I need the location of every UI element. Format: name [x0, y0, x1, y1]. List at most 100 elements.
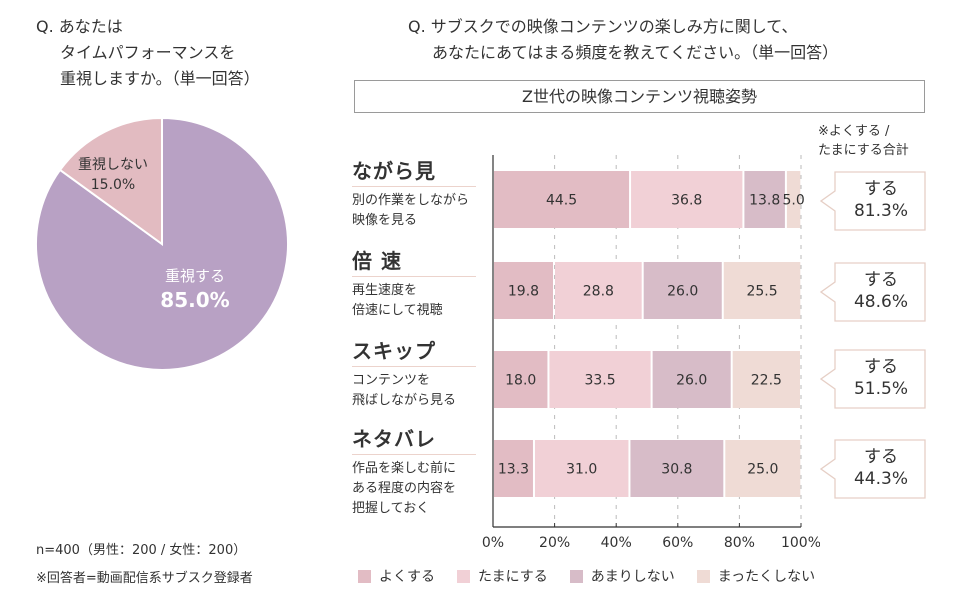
bar-value-label: 13.8: [749, 193, 780, 209]
callout-shape: [820, 171, 926, 231]
bar-question: Q. サブスクでの映像コンテンツの楽しみ方に関して、 あなたにあてはまる頻度を教…: [408, 14, 838, 66]
x-tick-label: 0%: [482, 535, 504, 551]
pie-chart: 重視する 85.0% 重視しない 15.0%: [35, 116, 289, 371]
bar-segment: [744, 171, 785, 228]
bar-value-label: 31.0: [566, 462, 597, 478]
category-desc-line: コンテンツを: [352, 373, 431, 388]
callout-value: 81.3%: [853, 201, 908, 221]
bar-segment: [732, 351, 800, 408]
bar-value-label: 19.8: [508, 284, 539, 300]
bar-value-label: 36.8: [671, 193, 702, 209]
callout-value: 44.3%: [853, 469, 908, 489]
category-title: スキップ: [352, 338, 476, 367]
category-label: スキップ コンテンツを 飛ばしながら見る: [352, 338, 476, 411]
total-callout: する 81.3%: [820, 171, 930, 231]
bar-value-label: 33.5: [584, 373, 615, 389]
category-desc-line: 把握しておく: [352, 501, 430, 516]
callout-label: する: [864, 179, 898, 199]
pie-question-line: タイムパフォーマンスを: [60, 43, 236, 62]
legend-swatch: [457, 569, 470, 583]
bar-segment: [494, 351, 548, 408]
legend-item: たまにする: [457, 566, 548, 586]
bar-value-label: 22.5: [751, 373, 782, 389]
callout-shape: [820, 439, 926, 499]
legend-label: よくする: [379, 569, 435, 585]
legend-item: よくする: [358, 566, 435, 586]
callout-label: する: [864, 447, 898, 467]
category-desc: 別の作業をしながら 映像を見る: [352, 191, 476, 231]
bar-value-label: 5.0: [782, 193, 804, 209]
bar-value-label: 26.0: [667, 284, 698, 300]
bar-value-label: 25.5: [746, 284, 777, 300]
category-title: 倍 速: [352, 248, 476, 277]
category-label: 倍 速 再生速度を 倍速にして視聴: [352, 248, 476, 321]
bar-value-label: 28.8: [583, 284, 614, 300]
bar-segment: [630, 440, 724, 497]
callout-note-line: たまにする合計: [818, 143, 909, 158]
bar-value-label: 30.8: [661, 462, 692, 478]
callout-label: する: [864, 270, 898, 290]
bar-segment: [534, 440, 629, 497]
callout-value: 48.6%: [853, 292, 908, 312]
category-desc-line: 別の作業をしながら: [352, 193, 470, 208]
category-desc: コンテンツを 飛ばしながら見る: [352, 371, 476, 411]
total-callout: する 44.3%: [820, 439, 930, 499]
legend-label: まったくしない: [717, 569, 816, 585]
pie-question: Q. あなたは タイムパフォーマンスを 重視しますか。（単一回答）: [36, 14, 260, 92]
callout-note-line: ※よくする /: [818, 124, 890, 139]
bar-question-line: あなたにあてはまる頻度を教えてください。（単一回答）: [432, 43, 839, 62]
bar-question-line: Q. サブスクでの映像コンテンツの楽しみ方に関して、: [408, 17, 798, 36]
category-desc-line: 映像を見る: [352, 213, 418, 228]
pie-question-line: Q. あなたは: [36, 17, 123, 36]
callout-shape: [820, 349, 926, 409]
bar-segment: [723, 262, 801, 319]
category-title: ネタバレ: [352, 426, 476, 455]
category-label: ながら見 別の作業をしながら 映像を見る: [352, 158, 476, 231]
x-tick-label: 60%: [662, 535, 693, 551]
bar-segment: [494, 262, 553, 319]
x-tick-label: 20%: [539, 535, 570, 551]
chart-title: Z世代の映像コンテンツ視聴姿勢: [354, 80, 925, 113]
chart-legend: よくする たまにする あまりしない まったくしない: [358, 566, 837, 586]
bar-segment: [652, 351, 731, 408]
total-callout: する 51.5%: [820, 349, 930, 409]
legend-item: まったくしない: [696, 566, 816, 586]
category-desc-line: ある程度の内容を: [352, 481, 457, 496]
legend-item: あまりしない: [569, 566, 675, 586]
total-callout: する 48.6%: [820, 262, 930, 322]
legend-label: たまにする: [478, 569, 548, 585]
bar-segment: [494, 440, 533, 497]
bar-segment: [549, 351, 651, 408]
bar-value-label: 44.5: [546, 193, 577, 209]
bar-segment: [725, 440, 801, 497]
bar-value-label: 13.3: [498, 462, 529, 478]
callout-shape: [820, 262, 926, 322]
legend-label: あまりしない: [590, 569, 675, 585]
category-desc: 作品を楽しむ前に ある程度の内容を 把握しておく: [352, 459, 476, 519]
callout-label: する: [864, 357, 898, 377]
stacked-bar-chart: 44.5 36.8 13.8 5.0 19.8 28.8 26.0 25.5 18.0 33.5 2…: [482, 155, 820, 551]
callout-value: 51.5%: [853, 379, 908, 399]
pie-slice: [58, 116, 163, 246]
legend-swatch: [358, 569, 371, 583]
category-label: ネタバレ 作品を楽しむ前に ある程度の内容を 把握しておく: [352, 426, 476, 519]
category-desc: 再生速度を 倍速にして視聴: [352, 281, 476, 321]
bar-segment: [494, 171, 630, 228]
bar-value-label: 26.0: [676, 373, 707, 389]
callout-note: ※よくする / たまにする合計: [818, 122, 909, 160]
pie-value: 15.0%: [91, 177, 135, 193]
bar-value-label: 18.0: [505, 373, 536, 389]
bar-segment: [554, 262, 642, 319]
category-title: ながら見: [352, 158, 476, 187]
category-desc-line: 作品を楽しむ前に: [352, 461, 457, 476]
pie-value: 85.0%: [160, 288, 229, 312]
category-desc-line: 倍速にして視聴: [352, 303, 443, 318]
sample-size-note: n=400（男性：200 / 女性：200）: [36, 543, 247, 558]
bar-value-label: 25.0: [747, 462, 778, 478]
pie-label: 重視する: [165, 267, 225, 285]
legend-swatch: [569, 569, 583, 583]
pie-label: 重視しない: [78, 157, 148, 173]
category-desc-line: 飛ばしながら見る: [352, 393, 457, 408]
x-tick-label: 40%: [601, 535, 632, 551]
legend-swatch: [696, 569, 710, 583]
